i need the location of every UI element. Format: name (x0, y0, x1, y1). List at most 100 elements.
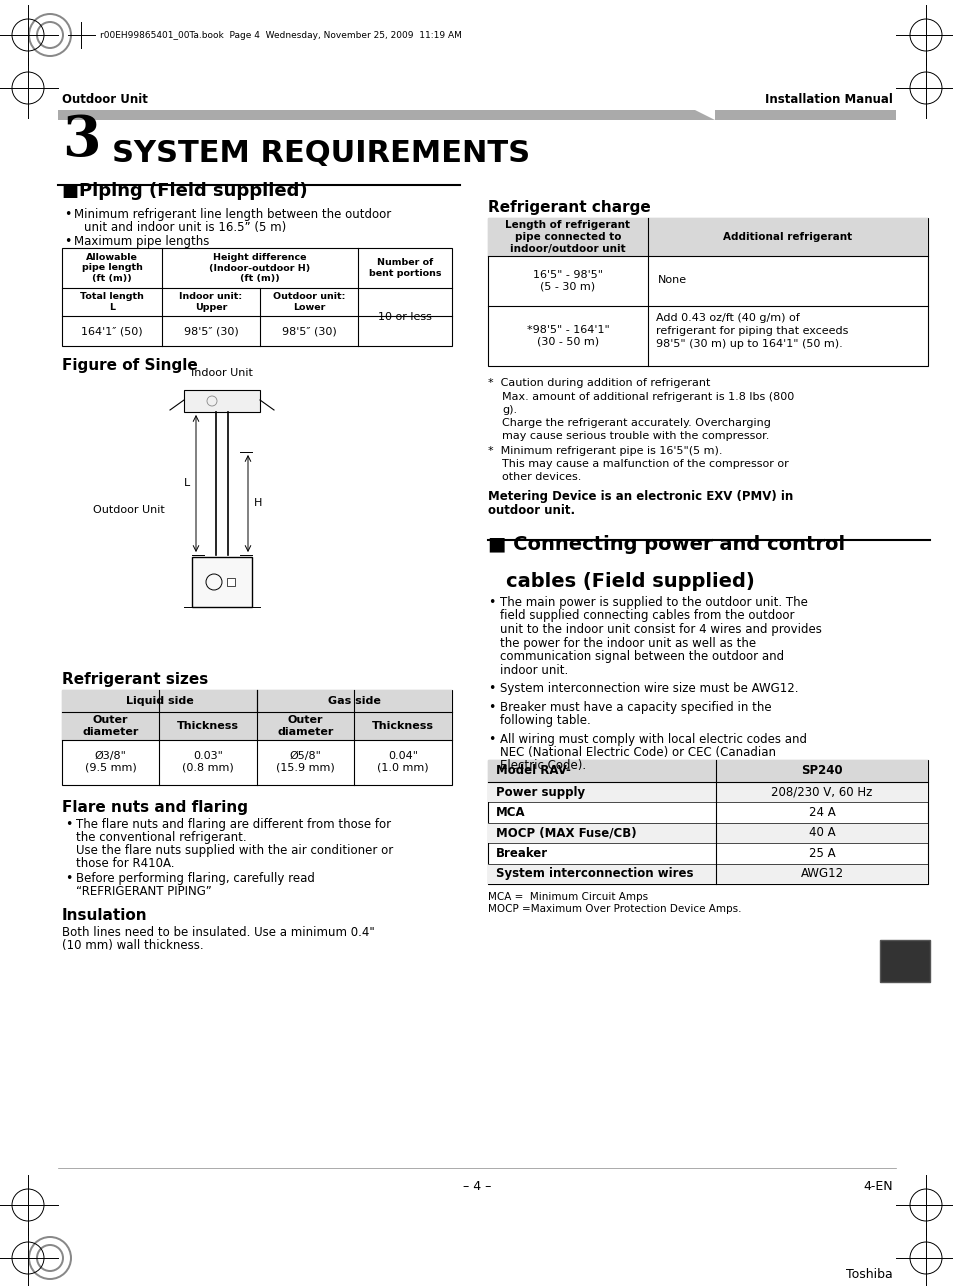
Text: “REFRIGERANT PIPING”: “REFRIGERANT PIPING” (76, 885, 212, 898)
Bar (192, 557, 252, 607)
Text: communication signal between the outdoor and: communication signal between the outdoor… (499, 649, 783, 664)
Bar (62, 712, 452, 739)
Text: •: • (488, 733, 495, 746)
Text: MCA: MCA (496, 806, 525, 819)
Polygon shape (58, 111, 714, 120)
Text: unit and indoor unit is 16.5” (5 m): unit and indoor unit is 16.5” (5 m) (84, 221, 286, 234)
Text: may cause serious trouble with the compressor.: may cause serious trouble with the compr… (501, 431, 768, 441)
Text: 25 A: 25 A (808, 847, 835, 860)
Text: unit to the indoor unit consist for 4 wires and provides: unit to the indoor unit consist for 4 wi… (499, 622, 821, 637)
Text: Toshiba: Toshiba (845, 1268, 892, 1281)
Text: Gas side: Gas side (328, 696, 380, 706)
Text: *  Caution during addition of refrigerant: * Caution during addition of refrigerant (488, 378, 710, 388)
Bar (227, 577, 234, 586)
Text: •: • (488, 682, 495, 694)
Circle shape (30, 15, 70, 55)
Text: Add 0.43 oz/ft (40 g/m) of: Add 0.43 oz/ft (40 g/m) of (656, 312, 799, 323)
Text: the power for the indoor unit as well as the: the power for the indoor unit as well as… (499, 637, 756, 649)
Bar (488, 219, 927, 256)
Text: 3: 3 (62, 113, 100, 168)
Circle shape (28, 1236, 71, 1280)
Text: Refrigerant charge: Refrigerant charge (488, 201, 650, 215)
Text: 4-EN: 4-EN (862, 1181, 892, 1193)
Text: Outdoor Unit: Outdoor Unit (93, 505, 165, 514)
Text: Thickness: Thickness (177, 721, 239, 730)
Bar (488, 823, 927, 844)
Text: Thickness: Thickness (372, 721, 434, 730)
Text: •: • (65, 818, 72, 831)
Text: All wiring must comply with local electric codes and: All wiring must comply with local electr… (499, 733, 806, 746)
Text: those for R410A.: those for R410A. (76, 856, 174, 871)
Text: Minimum refrigerant line length between the outdoor: Minimum refrigerant line length between … (74, 208, 391, 221)
Text: 208/230 V, 60 Hz: 208/230 V, 60 Hz (771, 786, 872, 799)
Circle shape (36, 1244, 64, 1272)
Text: Allowable
pipe length
(ft (m)): Allowable pipe length (ft (m)) (81, 253, 142, 283)
Text: •: • (65, 872, 72, 885)
Text: Indoor Unit: Indoor Unit (191, 368, 253, 378)
Circle shape (30, 1238, 70, 1278)
Text: field supplied connecting cables from the outdoor: field supplied connecting cables from th… (499, 610, 794, 622)
Bar (62, 288, 452, 316)
Text: 98'5″ (30): 98'5″ (30) (281, 325, 336, 336)
Text: 98'5″ (30): 98'5″ (30) (183, 325, 238, 336)
Text: Indoor unit:
Upper: Indoor unit: Upper (179, 292, 242, 311)
Text: Breaker must have a capacity specified in the: Breaker must have a capacity specified i… (499, 701, 771, 714)
Text: other devices.: other devices. (501, 472, 580, 482)
Text: 0.04"
(1.0 mm): 0.04" (1.0 mm) (377, 751, 429, 773)
Text: Additional refrigerant: Additional refrigerant (722, 231, 852, 242)
Text: Model RAV-: Model RAV- (496, 764, 570, 778)
Text: Before performing flaring, carefully read: Before performing flaring, carefully rea… (76, 872, 314, 885)
Text: Height difference
(Indoor-outdoor H)
(ft (m)): Height difference (Indoor-outdoor H) (ft… (209, 253, 311, 283)
Text: •: • (64, 208, 71, 221)
Text: •: • (64, 235, 71, 248)
Text: System interconnection wires: System interconnection wires (496, 867, 693, 881)
Text: This may cause a malfunction of the compressor or: This may cause a malfunction of the comp… (501, 459, 788, 469)
Bar (62, 248, 452, 288)
Text: SYSTEM REQUIREMENTS: SYSTEM REQUIREMENTS (112, 139, 530, 168)
Text: Max. amount of additional refrigerant is 1.8 lbs (800: Max. amount of additional refrigerant is… (501, 392, 794, 403)
Text: MOCP (MAX Fuse/CB): MOCP (MAX Fuse/CB) (496, 827, 636, 840)
Text: Breaker: Breaker (496, 847, 548, 860)
Bar (488, 782, 927, 802)
Text: 164'1″ (50): 164'1″ (50) (81, 325, 143, 336)
Text: Outdoor unit:
Lower: Outdoor unit: Lower (273, 292, 345, 311)
Text: Flare nuts and flaring: Flare nuts and flaring (62, 800, 248, 815)
Text: indoor unit.: indoor unit. (499, 664, 568, 676)
Text: H: H (253, 499, 262, 508)
Text: AWG12: AWG12 (800, 867, 842, 881)
Text: Metering Device is an electronic EXV (PMV) in: Metering Device is an electronic EXV (PM… (488, 490, 792, 503)
Text: – 4 –: – 4 – (462, 1181, 491, 1193)
Text: Ø5/8"
(15.9 mm): Ø5/8" (15.9 mm) (276, 751, 335, 773)
Text: The main power is supplied to the outdoor unit. The: The main power is supplied to the outdoo… (499, 595, 807, 610)
Text: following table.: following table. (499, 714, 590, 727)
Bar (488, 760, 927, 782)
Circle shape (28, 13, 71, 57)
Bar (184, 390, 260, 412)
Bar (488, 760, 927, 883)
Text: 0.03"
(0.8 mm): 0.03" (0.8 mm) (182, 751, 233, 773)
Bar (62, 248, 452, 346)
Text: r00EH99865401_00Ta.book  Page 4  Wednesday, November 25, 2009  11:19 AM: r00EH99865401_00Ta.book Page 4 Wednesday… (100, 31, 461, 40)
Text: NEC (National Electric Code) or CEC (Canadian: NEC (National Electric Code) or CEC (Can… (499, 746, 775, 759)
Text: ■ Connecting power and control: ■ Connecting power and control (488, 535, 844, 554)
Bar (879, 940, 929, 983)
Text: •: • (488, 701, 495, 714)
Bar (62, 691, 452, 712)
Text: L: L (184, 478, 190, 489)
Text: Length of refrigerant
pipe connected to
indoor/outdoor unit: Length of refrigerant pipe connected to … (505, 220, 630, 253)
Bar (488, 219, 927, 367)
Text: None: None (658, 275, 686, 285)
Bar (62, 691, 452, 784)
Text: Ø3/8"
(9.5 mm): Ø3/8" (9.5 mm) (85, 751, 136, 773)
Text: EN: EN (885, 907, 923, 931)
Text: Outdoor Unit: Outdoor Unit (62, 93, 148, 105)
Text: Refrigerant sizes: Refrigerant sizes (62, 673, 208, 687)
Text: Outer
diameter: Outer diameter (277, 715, 334, 737)
Circle shape (36, 21, 64, 49)
Text: Charge the refrigerant accurately. Overcharging: Charge the refrigerant accurately. Overc… (501, 418, 770, 428)
Polygon shape (714, 111, 895, 120)
Circle shape (38, 23, 62, 48)
Text: SP240: SP240 (801, 764, 841, 778)
Text: cables (Field supplied): cables (Field supplied) (505, 572, 754, 592)
Text: ■Piping (Field supplied): ■Piping (Field supplied) (62, 183, 307, 201)
